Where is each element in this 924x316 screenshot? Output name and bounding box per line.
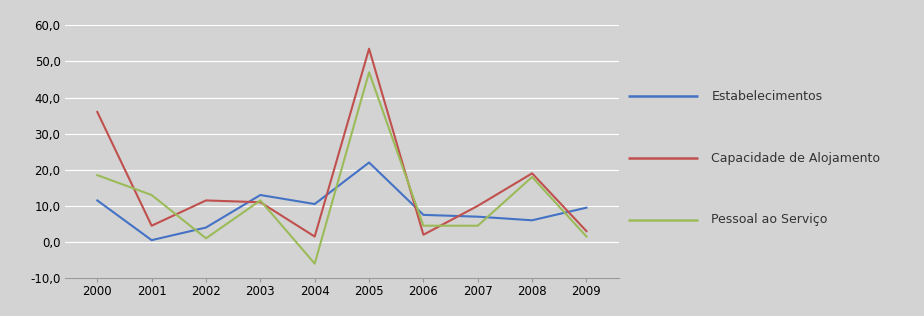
Capacidade de Alojamento	[418, 233, 429, 237]
Estabelecimentos	[201, 226, 212, 229]
Estabelecimentos	[310, 202, 321, 206]
Capacidade de Alojamento	[581, 229, 592, 233]
Estabelecimentos	[146, 238, 157, 242]
Capacidade de Alojamento	[472, 204, 483, 208]
Estabelecimentos	[472, 215, 483, 219]
Text: Capacidade de Alojamento: Capacidade de Alojamento	[711, 151, 881, 165]
Capacidade de Alojamento	[91, 110, 103, 114]
Pessoal ao Serviço	[418, 224, 429, 228]
Pessoal ao Serviço	[581, 235, 592, 239]
Pessoal ao Serviço	[146, 193, 157, 197]
Pessoal ao Serviço	[363, 70, 374, 74]
Estabelecimentos	[363, 161, 374, 164]
Estabelecimentos	[418, 213, 429, 217]
Estabelecimentos	[527, 218, 538, 222]
Pessoal ao Serviço	[527, 175, 538, 179]
Pessoal ao Serviço	[310, 262, 321, 265]
Capacidade de Alojamento	[201, 198, 212, 202]
Line: Pessoal ao Serviço: Pessoal ao Serviço	[97, 72, 587, 264]
Line: Capacidade de Alojamento: Capacidade de Alojamento	[97, 49, 587, 237]
Capacidade de Alojamento	[310, 235, 321, 239]
Estabelecimentos	[91, 198, 103, 202]
Capacidade de Alojamento	[527, 172, 538, 175]
Capacidade de Alojamento	[146, 224, 157, 228]
Pessoal ao Serviço	[472, 224, 483, 228]
Estabelecimentos	[581, 206, 592, 210]
Capacidade de Alojamento	[255, 200, 266, 204]
Line: Estabelecimentos: Estabelecimentos	[97, 162, 587, 240]
Text: Pessoal ao Serviço: Pessoal ao Serviço	[711, 213, 828, 227]
Pessoal ao Serviço	[201, 236, 212, 240]
Estabelecimentos	[255, 193, 266, 197]
Pessoal ao Serviço	[255, 198, 266, 202]
Text: Estabelecimentos: Estabelecimentos	[711, 89, 822, 103]
Pessoal ao Serviço	[91, 173, 103, 177]
Capacidade de Alojamento	[363, 47, 374, 51]
